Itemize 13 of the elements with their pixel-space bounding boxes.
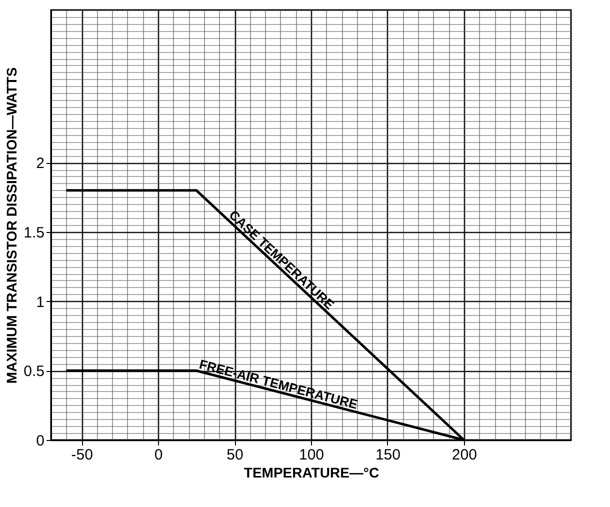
y-tick-label: 2	[36, 155, 44, 172]
x-tick-label: 100	[298, 446, 324, 464]
y-tick-label: 1.5	[24, 224, 44, 242]
x-tick-label: 50	[226, 446, 244, 464]
x-tick-label: 200	[452, 446, 477, 464]
y-axis-title: MAXIMUM TRANSISTOR DISSIPATION—WATTS	[4, 67, 20, 384]
x-tick-label: -50	[71, 446, 93, 464]
x-axis-title: TEMPERATURE—°C	[244, 464, 380, 480]
y-tick-label: 0.5	[24, 363, 44, 380]
y-tick-label: 0	[36, 432, 44, 450]
y-tick-label: 1	[36, 294, 44, 311]
x-tick-label: 150	[375, 446, 400, 464]
x-tick-label: 0	[154, 446, 163, 464]
